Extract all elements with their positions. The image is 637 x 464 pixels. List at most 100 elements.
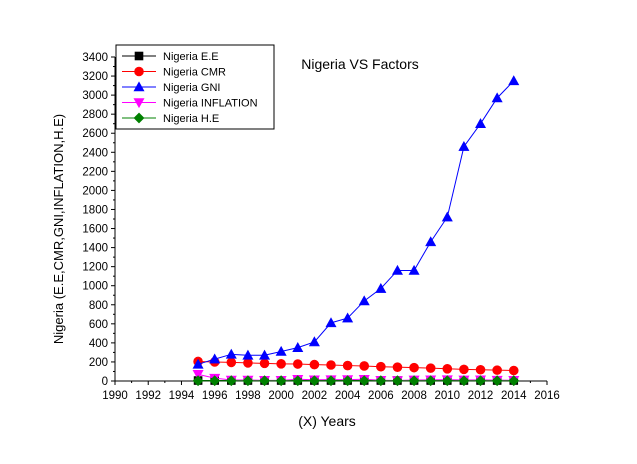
data-point-nigeria-cmr: [459, 364, 469, 375]
data-point-nigeria-cmr: [342, 360, 353, 371]
y-axis-label: Nigeria (E.E,CMR,GNI,INFLATION,H.E): [51, 114, 66, 344]
legend-label: Nigeria INFLATION: [163, 98, 258, 110]
y-tick-label: 2400: [82, 147, 108, 159]
y-tick-label: 2200: [82, 166, 108, 178]
data-point-nigeria-h-e: [209, 375, 221, 387]
data-point-nigeria-h-e: [491, 375, 503, 387]
x-axis: 1990 1992 1994 1996 1998 2000 2002 2004 2006 2008…: [102, 381, 560, 402]
data-point-nigeria-h-e: [275, 375, 287, 387]
data-point-nigeria-h-e: [425, 375, 437, 387]
y-tick-label: 3200: [82, 71, 108, 83]
legend-label: Nigeria GNI: [163, 82, 220, 94]
legend-label: Nigeria H.E: [163, 113, 219, 125]
legend-label: Nigeria CMR: [163, 67, 226, 79]
data-point-nigeria-h-e: [342, 375, 354, 387]
data-point-nigeria-gni: [342, 312, 354, 323]
data-point-nigeria-gni: [242, 349, 254, 360]
data-point-nigeria-gni: [391, 264, 403, 275]
data-point-nigeria-cmr: [442, 364, 453, 374]
data-point-nigeria-h-e: [308, 375, 320, 387]
y-tick-label: 1000: [82, 281, 108, 293]
data-point-nigeria-h-e: [475, 375, 486, 387]
legend-marker: [133, 81, 145, 92]
data-point-nigeria-cmr: [276, 359, 286, 369]
data-point-nigeria-gni: [458, 140, 470, 151]
data-point-nigeria-gni: [292, 342, 304, 352]
chart-title: Nigeria VS Factors: [301, 56, 418, 72]
data-point-nigeria-gni: [375, 282, 387, 293]
x-tick-label: 1992: [135, 390, 161, 402]
data-point-nigeria-gni: [491, 92, 503, 103]
data-point-nigeria-gni: [192, 358, 204, 369]
data-point-nigeria-cmr: [309, 359, 320, 370]
data-point-nigeria-gni: [441, 211, 453, 222]
data-point-nigeria-gni: [408, 264, 420, 275]
data-point-nigeria-cmr: [326, 360, 336, 370]
data-point-nigeria-h-e: [259, 375, 270, 387]
data-point-nigeria-gni: [425, 236, 437, 247]
data-point-nigeria-cmr: [259, 358, 270, 369]
data-point-nigeria-h-e: [458, 375, 470, 387]
x-tick-label: 1990: [102, 390, 128, 402]
series-nigeria-h-e: [192, 375, 520, 387]
data-point-nigeria-h-e: [242, 375, 254, 387]
y-tick-label: 2800: [82, 109, 108, 121]
series-layer: [192, 75, 520, 387]
data-point-nigeria-cmr: [392, 362, 403, 372]
x-tick-label: 2016: [534, 390, 560, 402]
y-tick-label: 1200: [82, 262, 108, 274]
data-point-nigeria-cmr: [492, 365, 502, 375]
data-point-nigeria-h-e: [441, 375, 453, 387]
data-point-nigeria-cmr: [508, 365, 519, 376]
y-tick-label: 0: [102, 376, 108, 388]
data-point-nigeria-cmr: [475, 364, 486, 375]
data-point-nigeria-h-e: [225, 375, 237, 387]
legend-marker: [133, 98, 145, 109]
series-nigeria-cmr: [193, 356, 519, 376]
data-point-nigeria-h-e: [325, 375, 337, 387]
data-point-nigeria-gni: [508, 75, 520, 86]
data-point-nigeria-gni: [308, 336, 320, 347]
series-nigeria-inflation: [192, 370, 520, 387]
y-tick-label: 3000: [82, 90, 108, 102]
data-point-nigeria-gni: [325, 317, 337, 328]
y-tick-label: 600: [89, 319, 108, 331]
data-point-nigeria-gni: [225, 348, 237, 359]
y-tick-label: 800: [89, 300, 108, 312]
y-tick-label: 3400: [82, 52, 108, 64]
x-tick-label: 2008: [401, 390, 427, 402]
x-tick-label: 2012: [468, 390, 494, 402]
data-point-nigeria-cmr: [292, 359, 303, 369]
series-nigeria-gni: [192, 75, 520, 369]
data-point-nigeria-inflation: [192, 370, 204, 380]
y-tick-label: 1600: [82, 224, 108, 236]
y-tick-label: 200: [89, 357, 108, 369]
y-tick-label: 1400: [82, 243, 108, 255]
y-tick-label: 2600: [82, 128, 108, 140]
data-point-nigeria-gni: [475, 118, 487, 129]
legend-marker: [133, 112, 145, 124]
data-point-nigeria-h-e: [392, 375, 403, 387]
x-axis-label: (X) Years: [298, 413, 356, 429]
x-tick-label: 2014: [501, 390, 527, 402]
data-point-nigeria-h-e: [375, 375, 387, 387]
data-point-nigeria-h-e: [292, 375, 304, 387]
legend-marker: [134, 51, 144, 61]
data-point-nigeria-gni: [209, 353, 221, 364]
x-tick-label: 1994: [169, 390, 195, 402]
legend-marker: [134, 66, 144, 77]
data-point-nigeria-gni: [275, 345, 287, 356]
x-tick-label: 2004: [335, 390, 361, 402]
data-point-nigeria-cmr: [243, 358, 253, 368]
x-tick-label: 2010: [435, 390, 461, 402]
y-axis: 0 200 400 600 800 1000 1200 1400 1600 1800 2000 220…: [82, 52, 115, 388]
data-point-nigeria-cmr: [226, 357, 237, 368]
x-tick-label: 2006: [368, 390, 394, 402]
data-point-nigeria-h-e: [358, 375, 370, 387]
data-point-nigeria-h-e: [192, 375, 204, 387]
data-point-nigeria-cmr: [376, 361, 386, 372]
data-point-nigeria-h-e: [508, 375, 520, 387]
data-point-nigeria-cmr: [359, 361, 370, 371]
